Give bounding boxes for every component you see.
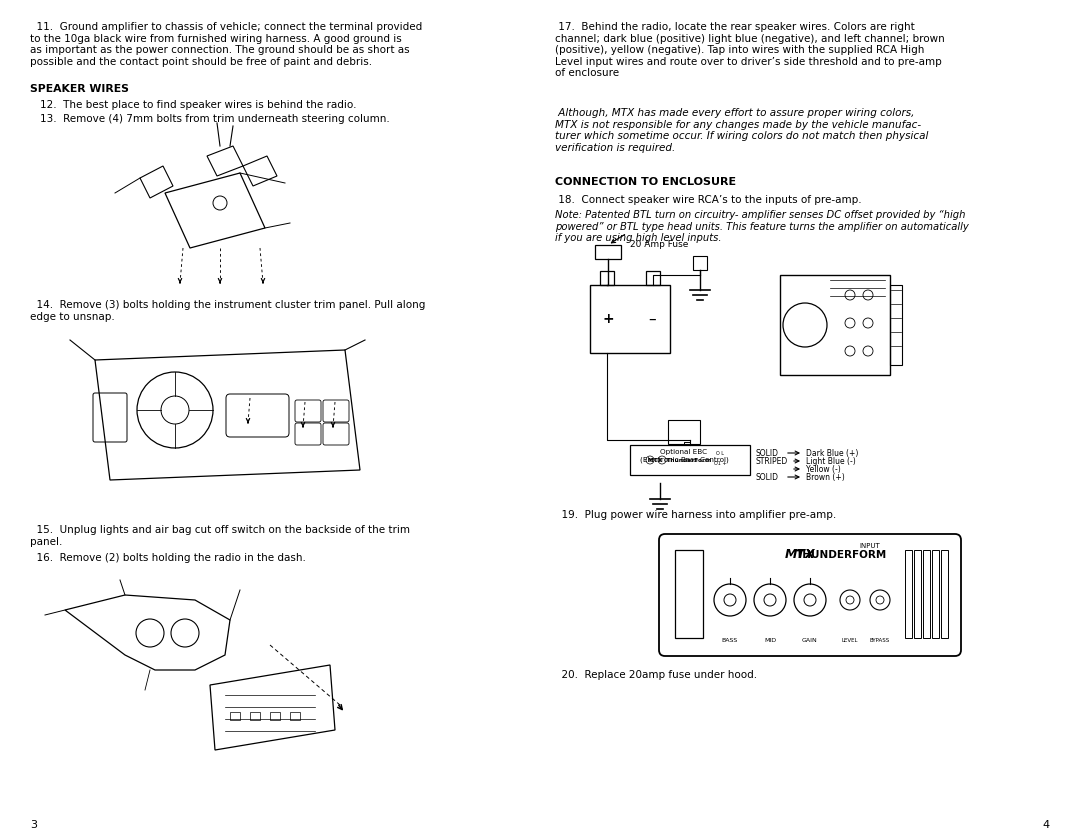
- Bar: [669, 420, 700, 444]
- Text: CONNECTION TO ENCLOSURE: CONNECTION TO ENCLOSURE: [555, 177, 737, 187]
- Text: GAIN: GAIN: [802, 637, 818, 642]
- Text: SOLID: SOLID: [755, 473, 778, 481]
- Text: Yellow (-): Yellow (-): [806, 465, 840, 474]
- Bar: [595, 245, 621, 259]
- Text: 12.  The best place to find speaker wires is behind the radio.: 12. The best place to find speaker wires…: [40, 100, 356, 110]
- Bar: [270, 712, 280, 720]
- Text: –: –: [648, 312, 656, 326]
- Text: 14.  Remove (3) bolts holding the instrument cluster trim panel. Pull along
edge: 14. Remove (3) bolts holding the instrum…: [30, 300, 426, 322]
- Text: 13.  Remove (4) 7mm bolts from trim underneath steering column.: 13. Remove (4) 7mm bolts from trim under…: [40, 114, 390, 124]
- Text: 15.  Unplug lights and air bag cut off switch on the backside of the trim
panel.: 15. Unplug lights and air bag cut off sw…: [30, 525, 410, 546]
- Bar: [646, 271, 660, 285]
- Text: LEVEL: LEVEL: [841, 637, 859, 642]
- Text: 4: 4: [1043, 820, 1050, 830]
- Bar: [630, 445, 750, 475]
- Text: MTX  ThunderForm: MTX ThunderForm: [648, 458, 712, 463]
- Text: 20.  Replace 20amp fuse under hood.: 20. Replace 20amp fuse under hood.: [555, 670, 757, 680]
- Bar: [600, 271, 615, 285]
- Bar: [675, 550, 703, 638]
- Bar: [914, 550, 921, 638]
- Text: 11.  Ground amplifier to chassis of vehicle; connect the terminal provided
to th: 11. Ground amplifier to chassis of vehic…: [30, 22, 422, 67]
- Text: 16.  Remove (2) bolts holding the radio in the dash.: 16. Remove (2) bolts holding the radio i…: [30, 553, 306, 563]
- Text: 17.  Behind the radio, locate the rear speaker wires. Colors are right
channel; : 17. Behind the radio, locate the rear sp…: [555, 22, 945, 78]
- Bar: [230, 712, 240, 720]
- Text: Dark Blue (+): Dark Blue (+): [806, 449, 859, 458]
- Text: 20 Amp Fuse: 20 Amp Fuse: [630, 240, 688, 249]
- Text: MTX: MTX: [785, 549, 815, 561]
- Bar: [780, 275, 890, 375]
- Bar: [941, 550, 948, 638]
- Bar: [923, 550, 930, 638]
- Text: BASS: BASS: [721, 637, 738, 642]
- Text: Light Blue (-): Light Blue (-): [806, 456, 855, 465]
- Text: Brown (+): Brown (+): [806, 473, 845, 481]
- Text: O L: O L: [716, 450, 724, 455]
- Bar: [249, 712, 260, 720]
- Text: BYPASS: BYPASS: [869, 637, 890, 642]
- Bar: [291, 712, 300, 720]
- Text: O1 +: O1 +: [714, 460, 726, 465]
- Bar: [590, 285, 670, 353]
- Text: Note: Patented BTL turn on circuitry- amplifier senses DC offset provided by “hi: Note: Patented BTL turn on circuitry- am…: [555, 210, 969, 244]
- Text: SOLID: SOLID: [755, 449, 778, 458]
- Text: 3: 3: [30, 820, 37, 830]
- Bar: [905, 550, 912, 638]
- Text: INPUT: INPUT: [860, 543, 880, 549]
- Bar: [932, 550, 939, 638]
- Text: 19.  Plug power wire harness into amplifier pre-amp.: 19. Plug power wire harness into amplifi…: [555, 510, 836, 520]
- Text: STRIPED: STRIPED: [755, 456, 787, 465]
- Text: SPEAKER WIRES: SPEAKER WIRES: [30, 84, 129, 94]
- Bar: [890, 285, 902, 365]
- Text: Optional EBC
(Electronic Bass Control): Optional EBC (Electronic Bass Control): [639, 449, 728, 463]
- Text: THUNDERFORM: THUNDERFORM: [796, 550, 888, 560]
- Text: 18.  Connect speaker wire RCA’s to the inputs of pre-amp.: 18. Connect speaker wire RCA’s to the in…: [555, 195, 862, 205]
- Text: +: +: [603, 312, 613, 326]
- Text: Although, MTX has made every effort to assure proper wiring colors,
MTX is not r: Although, MTX has made every effort to a…: [555, 108, 929, 153]
- Bar: [693, 256, 707, 270]
- Text: MID: MID: [764, 637, 777, 642]
